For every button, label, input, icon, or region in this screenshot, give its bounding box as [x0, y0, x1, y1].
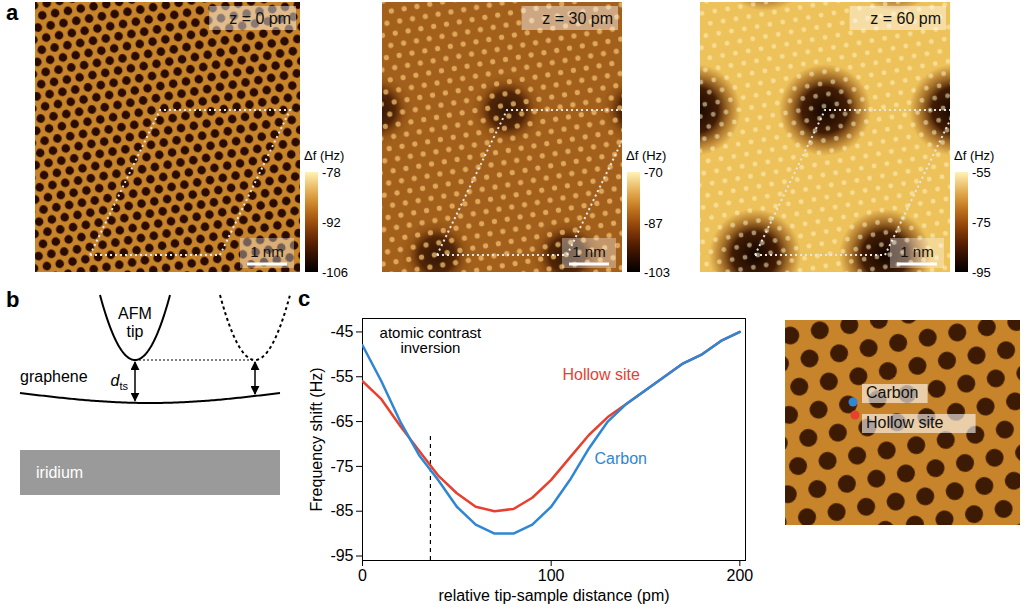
svg-text:Δf (Hz): Δf (Hz)	[626, 148, 666, 163]
svg-text:Carbon: Carbon	[866, 384, 918, 401]
svg-text:c: c	[298, 286, 310, 311]
svg-text:Hollow site: Hollow site	[866, 414, 943, 431]
svg-text:-103: -103	[644, 265, 670, 280]
svg-text:-55: -55	[330, 368, 353, 385]
svg-text:-85: -85	[330, 502, 353, 519]
svg-text:100: 100	[538, 567, 565, 584]
svg-text:z = 60 pm: z = 60 pm	[870, 10, 941, 27]
svg-text:AFMtip: AFMtip	[118, 305, 152, 340]
svg-text:-65: -65	[330, 413, 353, 430]
svg-text:-55: -55	[972, 165, 991, 180]
svg-text:Δf (Hz): Δf (Hz)	[304, 148, 344, 163]
svg-text:-75: -75	[972, 215, 991, 230]
svg-text:graphene: graphene	[20, 368, 88, 385]
svg-text:Frequency shift (Hz): Frequency shift (Hz)	[308, 367, 325, 511]
svg-text:0: 0	[358, 567, 367, 584]
svg-text:relative tip-sample distance (: relative tip-sample distance (pm)	[438, 587, 669, 604]
svg-text:iridium: iridium	[36, 464, 83, 481]
svg-text:Hollow site: Hollow site	[563, 366, 640, 383]
svg-text:Δf (Hz): Δf (Hz)	[954, 148, 994, 163]
svg-text:-95: -95	[330, 547, 353, 564]
svg-text:-45: -45	[330, 323, 353, 340]
svg-text:200: 200	[726, 567, 753, 584]
svg-text:b: b	[6, 287, 19, 312]
svg-text:-95: -95	[972, 265, 991, 280]
svg-text:a: a	[6, 0, 19, 25]
svg-text:-92: -92	[322, 215, 341, 230]
svg-text:1 nm: 1 nm	[250, 243, 283, 260]
svg-text:1 nm: 1 nm	[900, 243, 933, 260]
svg-text:z = 0 pm: z = 0 pm	[229, 10, 291, 27]
svg-text:Carbon: Carbon	[595, 450, 647, 467]
svg-text:-78: -78	[322, 165, 341, 180]
svg-text:-87: -87	[644, 216, 663, 231]
svg-text:-70: -70	[644, 165, 663, 180]
svg-text:z = 30 pm: z = 30 pm	[542, 10, 613, 27]
svg-text:dts: dts	[111, 372, 129, 392]
svg-text:atomic contrastinversion: atomic contrastinversion	[380, 324, 483, 356]
svg-text:-75: -75	[330, 458, 353, 475]
svg-text:-106: -106	[322, 265, 348, 280]
svg-text:1 nm: 1 nm	[572, 243, 605, 260]
